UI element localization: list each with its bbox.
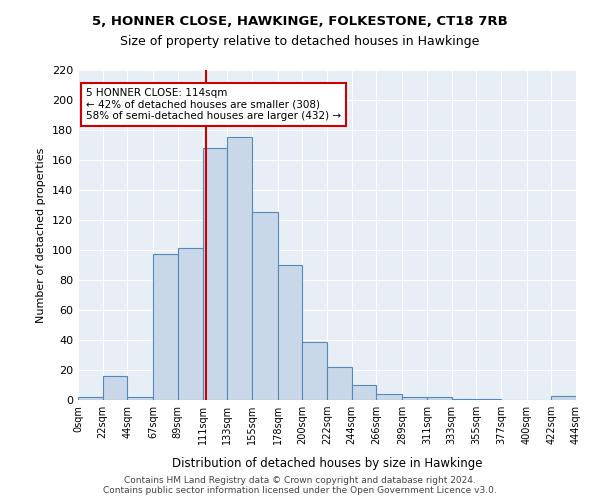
Bar: [78, 397, 103, 400]
Bar: [127, 397, 153, 400]
Text: Size of property relative to detached houses in Hawkinge: Size of property relative to detached ho…: [121, 35, 479, 48]
Bar: [476, 398, 501, 400]
Bar: [153, 254, 178, 400]
Bar: [278, 265, 302, 400]
Text: Contains HM Land Registry data © Crown copyright and database right 2024.
Contai: Contains HM Land Registry data © Crown c…: [103, 476, 497, 495]
Bar: [227, 138, 252, 400]
Bar: [327, 367, 352, 400]
Bar: [427, 397, 452, 400]
Bar: [302, 342, 327, 400]
Bar: [252, 212, 278, 400]
Bar: [352, 385, 376, 400]
Text: 5, HONNER CLOSE, HAWKINGE, FOLKESTONE, CT18 7RB: 5, HONNER CLOSE, HAWKINGE, FOLKESTONE, C…: [92, 15, 508, 28]
Bar: [376, 394, 402, 400]
Bar: [203, 148, 227, 400]
Text: Distribution of detached houses by size in Hawkinge: Distribution of detached houses by size …: [172, 458, 482, 470]
Y-axis label: Number of detached properties: Number of detached properties: [37, 148, 46, 322]
Bar: [551, 396, 576, 400]
Bar: [402, 397, 427, 400]
Bar: [178, 248, 203, 400]
Text: 5 HONNER CLOSE: 114sqm
← 42% of detached houses are smaller (308)
58% of semi-de: 5 HONNER CLOSE: 114sqm ← 42% of detached…: [86, 88, 341, 121]
Bar: [103, 376, 127, 400]
Bar: [452, 398, 476, 400]
